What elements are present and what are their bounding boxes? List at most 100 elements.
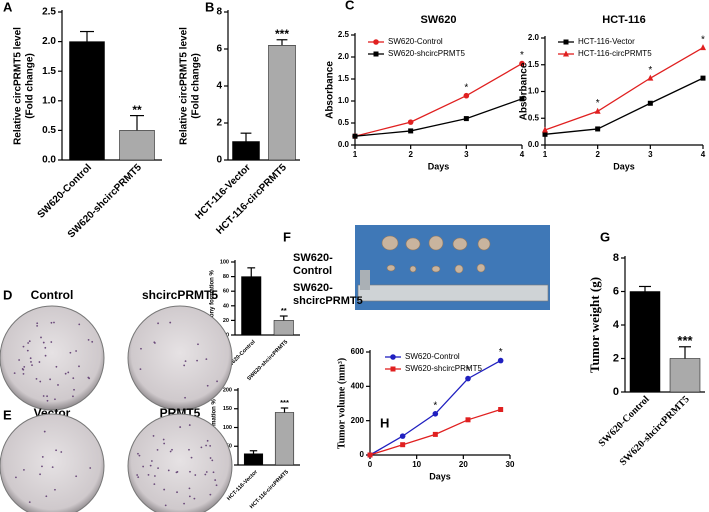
y-tick-label: 0 [226,332,229,338]
plate [127,305,233,411]
y-tick-label: 1.5 [528,60,540,69]
x-tick-label: 4 [701,150,706,159]
colony [23,365,26,368]
colony [53,321,55,324]
y-tick-label: 0 [216,155,222,166]
colony [22,372,25,375]
colony [39,473,41,476]
colony [193,497,196,500]
colony [54,398,56,401]
y-tick-label: 2.0 [528,33,540,42]
plate [0,305,105,411]
y-tick-label: 400 [351,381,365,390]
marker [408,128,414,134]
colony [169,321,172,324]
line [354,63,523,137]
marker [519,60,525,67]
colony [206,384,209,387]
colony [163,442,166,445]
marker [463,92,470,99]
y-tick-label: 60 [223,289,229,295]
ruler [357,284,549,302]
colony [67,371,70,374]
y-tick-label: 0.5 [42,125,56,136]
y-axis-label: Colony formation % [210,270,216,327]
y-tick-label: 0.0 [338,140,350,149]
colony [157,322,159,325]
colony [57,384,59,386]
chart: D Colony formation %020406080100SW620-Con… [0,259,300,411]
y-tick-label: 6 [216,44,222,55]
x-tick-label: 3 [648,150,653,159]
y-tick-label: 50 [226,444,232,450]
chart: H Tumor volume (mm³) 0 200 400 600 0 10 20 30 Days… [336,347,515,481]
chart-title: SW620 [420,14,456,26]
colony [138,454,141,457]
y-tick-label: 1.0 [42,95,56,106]
marker [647,74,654,81]
marker [465,375,471,382]
y-axis-label: Tumor volume (mm³) [336,358,347,449]
x-tick-label: 2 [595,150,600,159]
plate [0,413,105,512]
marker [390,366,396,372]
x-axis-label: Days [428,161,450,171]
x-tick-label: 20 [459,460,468,469]
y-tick-label: 150 [223,406,232,412]
panel-letter: B [205,0,214,14]
colony [50,341,53,343]
plate-label: Control [31,288,74,302]
colony [196,359,198,362]
colony [176,491,178,494]
y-tick-label: 2.0 [338,52,350,61]
y-tick-label: 200 [351,416,365,425]
significance: ** [281,306,287,315]
marker [367,452,373,458]
y-tick-label: 8 [613,252,619,264]
colony [78,323,81,326]
y-tick-label: 8 [216,7,222,18]
colony [211,459,214,462]
bar [243,453,264,466]
colony [41,456,44,458]
bar [273,320,294,336]
bar [69,41,105,161]
colony [42,341,45,344]
colony [188,448,190,451]
colony [39,380,42,383]
colony [50,321,53,324]
photo-row-label: SW620- [293,282,333,294]
marker [542,131,548,137]
colony [40,336,42,339]
panel-letter: C [345,0,355,12]
bar [268,45,296,161]
colony [55,365,58,368]
colony [139,368,142,371]
colony [55,449,57,452]
colony [43,430,46,433]
y-tick-label: 4 [216,81,222,92]
marker [594,107,601,114]
significance: *** [280,398,289,407]
colony [41,465,43,468]
colony [209,457,212,459]
colony [36,324,39,327]
marker [352,133,358,139]
bar [241,276,262,336]
colony [54,488,56,491]
colony [214,479,217,481]
significance: * [433,400,437,411]
colony [75,475,78,478]
colony [72,395,74,398]
y-axis-label: Tumor weight (g) [587,277,602,373]
line [544,47,704,131]
plate-label: shcircPRMT5 [142,288,218,302]
colony [51,466,54,469]
tumors [381,235,491,274]
y-tick-label: 2.0 [42,36,56,47]
colony [205,358,208,361]
colony [46,399,49,402]
significance: * [466,365,470,376]
colony [188,487,191,490]
